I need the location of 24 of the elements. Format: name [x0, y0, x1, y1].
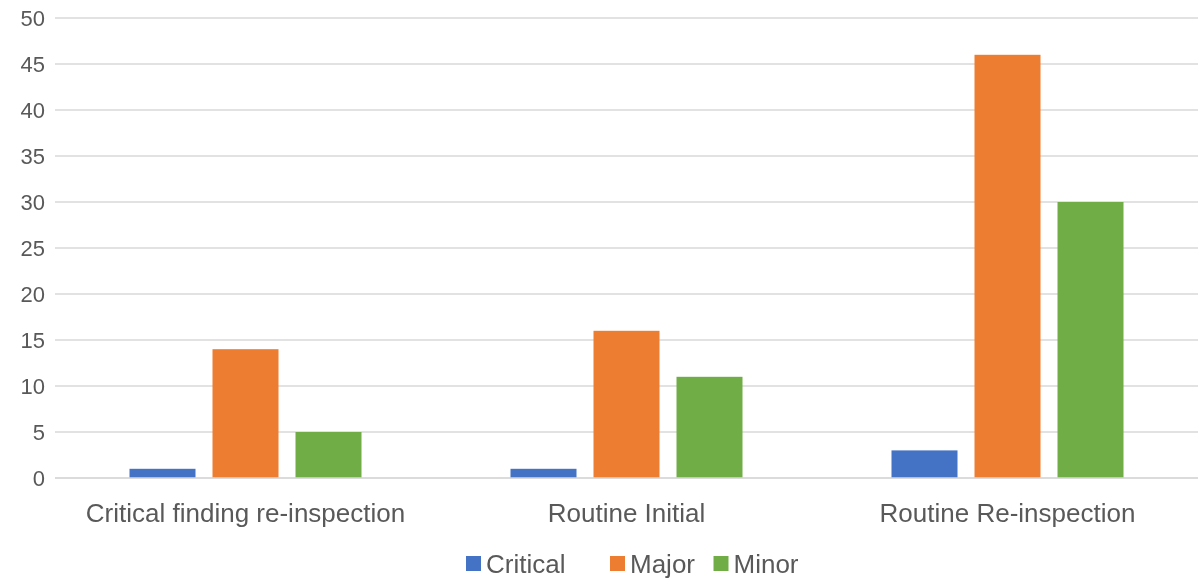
- y-tick-label: 20: [20, 281, 45, 307]
- bar: [212, 349, 279, 478]
- y-tick-label: 40: [20, 97, 45, 123]
- y-tick-label: 50: [20, 5, 45, 31]
- y-tick-label: 0: [32, 465, 45, 491]
- y-tick-label: 25: [20, 235, 45, 261]
- y-tick-label: 5: [32, 419, 45, 445]
- x-tick-label: Routine Re-inspection: [879, 498, 1136, 528]
- y-tick-label: 15: [20, 327, 45, 353]
- legend-label: Critical: [486, 548, 566, 579]
- bar: [891, 450, 958, 478]
- legend-label: Minor: [733, 548, 799, 579]
- y-tick-label: 35: [20, 143, 45, 169]
- y-tick-label: 45: [20, 51, 45, 77]
- legend-label: Major: [630, 548, 696, 579]
- bar: [974, 54, 1041, 478]
- bar: [1057, 202, 1124, 478]
- x-tick-label: Routine Initial: [547, 498, 706, 528]
- y-tick-label: 10: [20, 373, 45, 399]
- bar: [295, 432, 362, 478]
- y-tick-label: 30: [20, 189, 45, 215]
- x-tick-label: Critical finding re-inspection: [85, 498, 406, 528]
- bar: [593, 330, 660, 478]
- bar: [676, 376, 743, 478]
